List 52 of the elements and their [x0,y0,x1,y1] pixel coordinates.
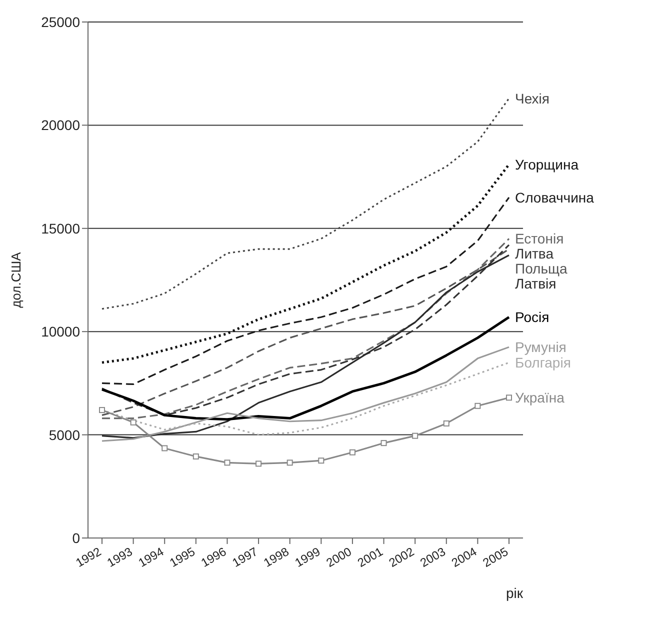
line-series [101,346,510,442]
series-label: Болгарія [515,354,571,371]
series-label: Чехія [515,90,550,106]
series-label: Латвія [515,276,556,292]
point [380,440,387,446]
y-tick-label: 10000 [41,324,80,340]
x-tick-label: 2000 [324,544,354,570]
series-label: Естонія [515,230,564,247]
y-tick-label: 25000 [41,14,80,30]
y-axis-title: дол.США [8,252,24,308]
series-label: Словаччина [515,189,594,206]
x-tick-label: 1995 [167,544,198,570]
x-tick-label: 1993 [104,544,136,570]
y-tick-label: 5000 [48,426,80,443]
point [130,419,136,426]
x-tick-label: 1996 [198,544,230,570]
point [318,458,324,464]
line-series [100,316,510,421]
point [349,449,356,456]
series-label: Румунія [515,339,566,356]
point [286,460,293,466]
x-tick-label: 2003 [418,544,448,570]
series-label: Росія [515,309,550,326]
y-tick-label: 15000 [41,220,80,236]
x-tick-label: 1997 [230,544,260,570]
line-series [101,98,510,310]
y-tick-label: 0 [72,530,80,546]
x-tick-label: 2001 [355,544,386,570]
x-axis-title: рік [506,585,524,601]
x-tick-label: 1992 [73,544,104,570]
line-series [101,196,510,386]
point [443,420,450,426]
x-tick-label: 1998 [261,544,292,570]
point [474,402,481,409]
point [162,445,168,452]
x-tick-label: 2005 [480,544,511,570]
x-tick-label: 1999 [292,544,323,570]
series-label: Литва [515,246,554,262]
point [506,394,512,401]
x-tick-label: 1994 [136,544,166,570]
point [256,460,262,467]
series-label: Угорщина [515,156,579,172]
point [192,453,199,460]
series-label: Україна [515,390,565,406]
line-series [100,163,510,364]
x-tick-label: 2004 [449,544,480,570]
point [224,460,230,466]
point [99,407,105,414]
x-tick-label: 2002 [386,544,417,570]
series-label: Польща [515,260,568,277]
y-tick-label: 20000 [41,117,80,134]
point [412,432,418,439]
